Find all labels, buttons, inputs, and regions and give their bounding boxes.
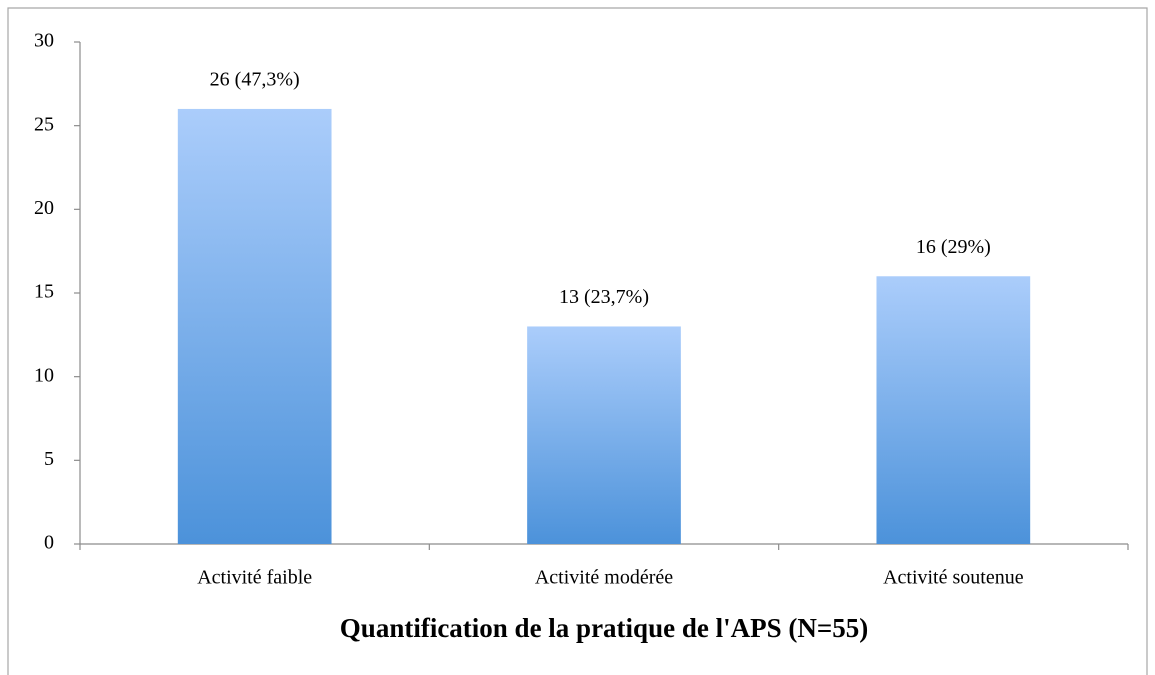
- value-label: 13 (23,7%): [559, 286, 649, 308]
- y-tick-label: 30: [34, 30, 54, 52]
- x-tick-label: Activité soutenue: [883, 567, 1024, 589]
- chart-frame: [7, 7, 1148, 675]
- y-tick-label: 10: [34, 364, 54, 386]
- bar: [177, 108, 332, 544]
- x-axis-title: Quantification de la pratique de l'APS (…: [340, 613, 868, 643]
- y-tick-label: 0: [44, 532, 54, 554]
- value-label: 26 (47,3%): [210, 69, 300, 91]
- y-tick-label: 25: [34, 113, 54, 135]
- y-tick-label: 15: [34, 281, 54, 303]
- x-tick-label: Activité modérée: [535, 567, 673, 589]
- y-tick-label: 20: [34, 197, 54, 219]
- value-label: 16 (29%): [916, 236, 991, 258]
- bar: [527, 326, 681, 544]
- x-tick-label: Activité faible: [197, 567, 312, 589]
- y-tick-label: 5: [44, 448, 54, 470]
- bar: [876, 276, 1031, 544]
